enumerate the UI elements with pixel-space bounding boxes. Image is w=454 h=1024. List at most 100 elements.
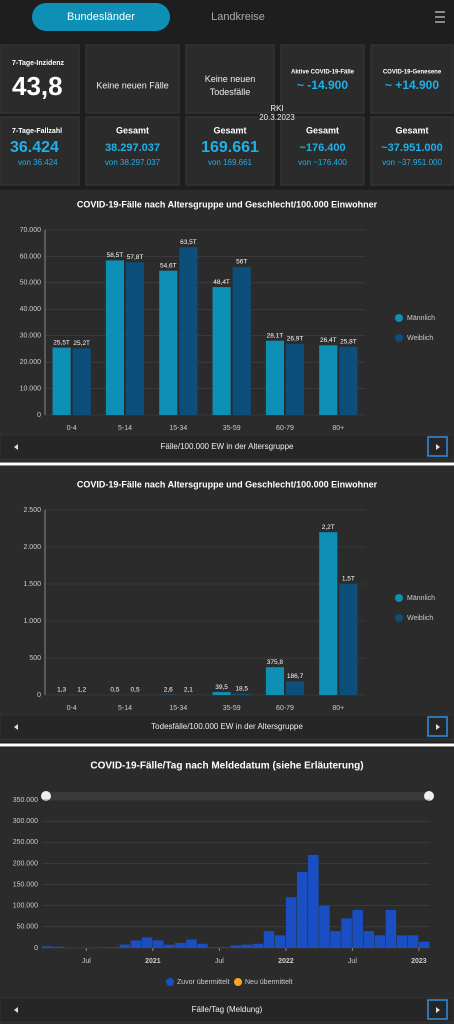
tile-total: von ~37.951.000 — [382, 158, 442, 167]
tab[interactable]: Bundesländer — [67, 11, 135, 23]
data-label: 25,5T — [53, 339, 70, 346]
range-slider — [42, 792, 430, 800]
tile — [280, 116, 365, 186]
y-tick-label: 20.000 — [20, 359, 42, 366]
y-tick-label: 250.000 — [13, 839, 38, 846]
bar — [212, 287, 231, 415]
scroll-right-box[interactable] — [427, 999, 448, 1020]
tab-active[interactable] — [32, 3, 170, 31]
tile-value: ~37.951.000 — [381, 142, 442, 154]
bar — [219, 947, 230, 948]
scroll-right-box[interactable] — [427, 716, 448, 737]
tile — [0, 116, 80, 186]
bar — [232, 693, 251, 695]
data-label: 2,1 — [184, 687, 193, 694]
y-tick-label: 500 — [29, 655, 41, 662]
bar — [141, 937, 153, 948]
tile-value: ~ +14.900 — [385, 78, 439, 92]
bar — [319, 532, 338, 695]
tile — [370, 44, 454, 114]
data-label: 26,4T — [320, 337, 337, 344]
tile-label: Gesamt — [395, 125, 428, 135]
bar — [119, 944, 131, 948]
bar — [407, 935, 419, 948]
tile-value: 38.297.037 — [105, 142, 160, 154]
scroll-right — [436, 724, 440, 730]
bar — [286, 681, 305, 695]
x-tick-label: 35-59 — [223, 705, 241, 712]
bar — [263, 931, 275, 948]
tile-total: von 36.424 — [18, 158, 58, 167]
data-label: 18,5 — [235, 685, 248, 692]
legend-swatch — [395, 334, 403, 342]
scroll-right — [436, 444, 440, 450]
tile-label: Keine neuen — [205, 74, 256, 84]
y-tick-label: 350.000 — [13, 797, 38, 804]
y-tick-label: 1.500 — [23, 581, 41, 588]
bar — [319, 345, 338, 415]
menu-icon[interactable] — [435, 11, 445, 23]
legend-swatch — [395, 314, 403, 322]
y-tick-label: 2.000 — [23, 544, 41, 551]
legend-label: Zuvor übermittelt — [177, 979, 230, 986]
tab[interactable]: Landkreise — [211, 11, 265, 23]
bar — [97, 947, 108, 948]
bar — [72, 348, 91, 415]
bar — [130, 940, 142, 948]
bar — [52, 347, 71, 415]
chart-title: COVID-19-Fälle nach Altersgruppe und Ges… — [77, 199, 378, 209]
y-tick-label: 0 — [37, 692, 41, 699]
scroll-right-box[interactable] — [427, 436, 448, 457]
legend-swatch — [395, 594, 403, 602]
x-tick-label: Jul — [348, 958, 357, 965]
x-tick-label: 0-4 — [67, 705, 77, 712]
tile — [185, 116, 275, 186]
data-label: 25,8T — [340, 339, 357, 346]
footer — [0, 434, 454, 460]
bar — [186, 939, 197, 948]
x-axis-label: Todesfälle/100.000 EW in der Altersgrupp… — [151, 722, 303, 731]
tile — [185, 44, 275, 114]
tile-label: COVID-19-Genesene — [383, 70, 442, 76]
x-tick-label: 15-34 — [169, 705, 187, 712]
x-tick-label: 80+ — [332, 425, 344, 432]
x-tick-label: 2022 — [278, 958, 294, 965]
x-tick-label: Jul — [215, 958, 224, 965]
slider-handle[interactable] — [424, 791, 434, 801]
x-axis-label: Fälle/100.000 EW in der Altersgruppe — [161, 442, 295, 451]
bar — [108, 947, 120, 948]
tile-label: Gesamt — [213, 125, 246, 135]
x-axis-label: Fälle/Tag (Meldung) — [192, 1005, 263, 1014]
tile-total: von 169.661 — [208, 158, 253, 167]
x-tick-label: 15-34 — [169, 425, 187, 432]
x-tick-label: 2021 — [145, 958, 161, 965]
scroll-left — [14, 1007, 18, 1013]
tile-label: Keine neuen Fälle — [96, 80, 169, 90]
footer — [0, 997, 454, 1023]
tile-value: 36.424 — [10, 139, 59, 156]
bar — [341, 918, 352, 948]
panel — [0, 466, 454, 742]
tile-label: Todesfälle — [210, 87, 251, 97]
chart-title: COVID-19-Fälle/Tag nach Meldedatum (sieh… — [90, 761, 363, 772]
bar — [286, 343, 305, 415]
data-label: 1,3 — [57, 687, 66, 694]
legend-label: Männlich — [407, 315, 435, 322]
tile — [0, 44, 80, 114]
bar — [285, 897, 297, 948]
data-label: 28,1T — [267, 332, 284, 339]
legend-swatch — [395, 614, 403, 622]
y-tick-label: 30.000 — [20, 333, 42, 340]
tile-label: 7-Tage-Fallzahl — [12, 128, 62, 135]
y-tick-label: 100.000 — [13, 903, 38, 910]
bar — [274, 935, 286, 948]
bar — [179, 247, 198, 415]
data-label: 25,2T — [73, 340, 90, 347]
slider-handle[interactable] — [41, 791, 51, 801]
data-label: 26,9T — [287, 336, 304, 343]
tile-label: Gesamt — [306, 125, 339, 135]
x-tick-label: 60-79 — [276, 425, 294, 432]
legend-label: Neu übermittelt — [245, 979, 293, 986]
data-label: 56T — [236, 259, 247, 266]
y-tick-label: 2.500 — [23, 507, 41, 514]
